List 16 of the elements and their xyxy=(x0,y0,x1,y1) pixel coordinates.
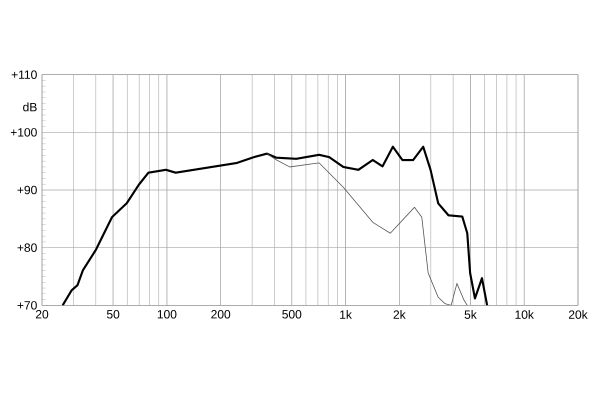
x-tick-label: 20 xyxy=(36,310,48,319)
y-tick-label: +70 xyxy=(18,301,37,310)
x-tick-label: 1k xyxy=(340,310,352,319)
x-tick-label: 20k xyxy=(568,310,588,319)
x-tick-label: 200 xyxy=(211,310,230,319)
x-tick-label: 50 xyxy=(106,310,120,319)
x-tick-label: 500 xyxy=(282,310,302,319)
y-tick-label: +80 xyxy=(18,243,37,252)
y-tick-label: +90 xyxy=(18,186,37,194)
x-tick-label: 100 xyxy=(158,310,176,319)
y-tick-label: +110 xyxy=(12,70,37,79)
y-tick-label: +100 xyxy=(10,128,37,137)
x-tick-label: 5k xyxy=(464,310,477,319)
x-tick-label: 2k xyxy=(394,310,406,319)
x-tick-label: 10k xyxy=(515,310,534,319)
y-axis-title: dB xyxy=(23,102,37,112)
